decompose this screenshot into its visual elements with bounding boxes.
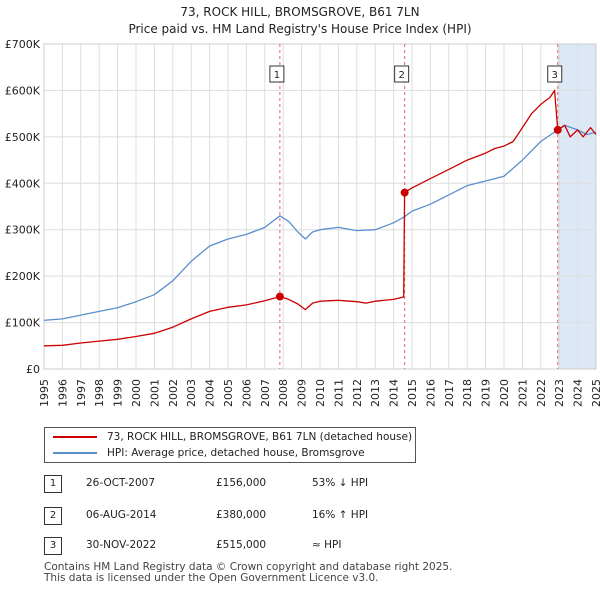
y-tick-label: £600K bbox=[5, 84, 41, 97]
property-price-line bbox=[43, 89, 597, 347]
x-tick-label: 2022 bbox=[535, 379, 548, 407]
y-tick-label: £200K bbox=[5, 270, 41, 283]
x-tick-label: 1995 bbox=[38, 379, 51, 407]
legend-item-hpi: HPI: Average price, detached house, Brom… bbox=[53, 445, 365, 461]
sale-hpi-relation: ≈ HPI bbox=[312, 539, 342, 551]
x-tick-label: 2023 bbox=[553, 379, 566, 407]
plot-border bbox=[43, 43, 597, 370]
x-tick-label: 1996 bbox=[56, 379, 69, 407]
x-tick-label: 1997 bbox=[75, 379, 88, 407]
legend: 73, ROCK HILL, BROMSGROVE, B61 7LN (deta… bbox=[44, 427, 416, 463]
x-tick-label: 2000 bbox=[130, 379, 143, 407]
y-tick-label: £300K bbox=[5, 224, 41, 237]
sale-marker-label: 1 bbox=[274, 70, 280, 81]
x-tick-label: 2012 bbox=[351, 379, 364, 407]
sale-price: £515,000 bbox=[216, 539, 267, 551]
sale-date: 30-NOV-2022 bbox=[86, 539, 157, 551]
x-tick-label: 1999 bbox=[112, 379, 125, 407]
x-tick-label: 2014 bbox=[388, 379, 401, 407]
x-tick-label: 2019 bbox=[480, 379, 493, 407]
sale-row: 3 30-NOV-2022 £515,000 ≈ HPI bbox=[44, 537, 464, 555]
x-tick-label: 2013 bbox=[369, 379, 382, 407]
sale-hpi-relation: 53% ↓ HPI bbox=[312, 477, 369, 489]
sale-price: £380,000 bbox=[216, 509, 267, 521]
x-tick-label: 2002 bbox=[167, 379, 180, 407]
sale-point bbox=[400, 188, 409, 197]
x-tick-label: 2007 bbox=[259, 379, 272, 407]
x-tick-label: 2006 bbox=[240, 379, 253, 407]
legend-label-property: 73, ROCK HILL, BROMSGROVE, B61 7LN (deta… bbox=[107, 431, 413, 443]
x-tick-label: 2003 bbox=[185, 379, 198, 407]
hpi-line bbox=[43, 124, 597, 321]
legend-swatch-property bbox=[53, 436, 97, 438]
x-tick-label: 2008 bbox=[277, 379, 290, 407]
x-tick-label: 2016 bbox=[424, 379, 437, 407]
y-tick-label: £0 bbox=[26, 363, 40, 376]
highlight-band bbox=[557, 44, 596, 369]
sale-point bbox=[553, 125, 562, 134]
x-tick-label: 2004 bbox=[204, 379, 217, 407]
x-tick-label: 2010 bbox=[314, 379, 327, 407]
x-tick-label: 2011 bbox=[332, 379, 345, 407]
sale-hpi-relation: 16% ↑ HPI bbox=[312, 509, 369, 521]
x-tick-label: 1998 bbox=[93, 379, 106, 407]
x-tick-label: 2009 bbox=[296, 379, 309, 407]
x-tick-label: 2025 bbox=[590, 379, 600, 407]
y-tick-label: £500K bbox=[5, 131, 41, 144]
sale-row: 2 06-AUG-2014 £380,000 16% ↑ HPI bbox=[44, 507, 464, 525]
sale-date: 06-AUG-2014 bbox=[86, 509, 157, 521]
x-tick-label: 2024 bbox=[572, 379, 585, 407]
x-tick-label: 2001 bbox=[148, 379, 161, 407]
y-tick-label: £700K bbox=[5, 38, 41, 51]
sale-marker-label: 3 bbox=[552, 70, 558, 81]
sale-marker-box bbox=[269, 65, 285, 83]
sale-number-badge: 2 bbox=[44, 507, 62, 525]
x-tick-label: 2015 bbox=[406, 379, 419, 407]
sale-marker-box bbox=[394, 65, 410, 83]
footer-copyright: Contains HM Land Registry data © Crown c… bbox=[44, 561, 453, 573]
sale-marker-box bbox=[547, 65, 563, 83]
y-tick-label: £400K bbox=[5, 177, 41, 190]
x-tick-label: 2005 bbox=[222, 379, 235, 407]
legend-swatch-hpi bbox=[53, 452, 97, 454]
legend-item-property: 73, ROCK HILL, BROMSGROVE, B61 7LN (deta… bbox=[53, 429, 412, 445]
legend-label-hpi: HPI: Average price, detached house, Brom… bbox=[107, 447, 365, 459]
sale-marker-label: 2 bbox=[398, 70, 404, 81]
sale-row: 1 26-OCT-2007 £156,000 53% ↓ HPI bbox=[44, 475, 464, 493]
x-tick-label: 2020 bbox=[498, 379, 511, 407]
sale-point bbox=[275, 292, 284, 301]
chart-title: 73, ROCK HILL, BROMSGROVE, B61 7LN bbox=[180, 5, 420, 19]
sale-date: 26-OCT-2007 bbox=[86, 477, 155, 489]
footer-license: This data is licensed under the Open Gov… bbox=[44, 572, 379, 584]
y-tick-label: £100K bbox=[5, 317, 41, 330]
sale-number-badge: 1 bbox=[44, 475, 62, 493]
x-tick-label: 2017 bbox=[443, 379, 456, 407]
x-tick-label: 2018 bbox=[461, 379, 474, 407]
sale-price: £156,000 bbox=[216, 477, 267, 489]
sale-number-badge: 3 bbox=[44, 537, 62, 555]
price-chart: £0 £100K £200K £300K £400K £500K £600K £700K 199… bbox=[5, 38, 600, 407]
chart-subtitle: Price paid vs. HM Land Registry's House … bbox=[128, 22, 472, 36]
x-tick-label: 2021 bbox=[516, 379, 529, 407]
